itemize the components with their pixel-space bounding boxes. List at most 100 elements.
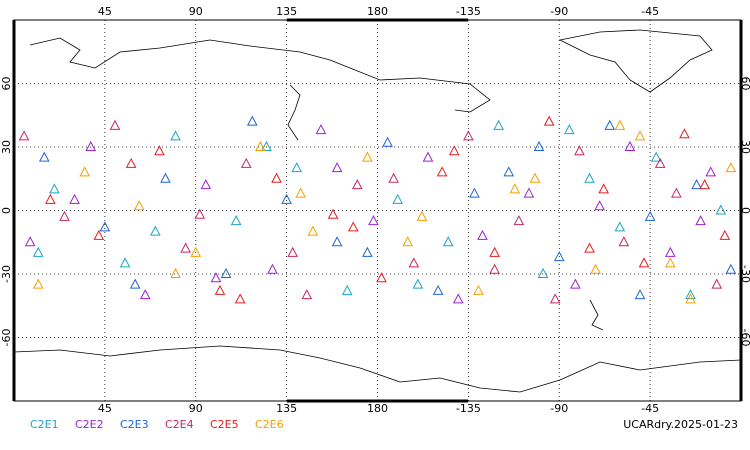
observation-marker xyxy=(650,151,662,162)
observation-marker xyxy=(69,193,80,204)
observations xyxy=(18,115,737,304)
coastline xyxy=(287,84,301,141)
x-tick-label: 135 xyxy=(276,5,297,18)
observation-marker xyxy=(564,123,575,135)
observation-marker xyxy=(664,246,676,257)
observation-marker xyxy=(671,187,682,198)
observation-marker xyxy=(307,225,319,236)
legend-entry: C2E2 xyxy=(75,418,104,431)
x-tick-label: -45 xyxy=(641,5,659,18)
legend-entry: C2E4 xyxy=(165,418,194,431)
x-tick-label: 180 xyxy=(367,5,388,18)
observation-marker xyxy=(331,236,343,247)
observation-marker xyxy=(351,179,363,190)
observation-marker xyxy=(230,215,242,226)
observation-marker xyxy=(638,257,650,268)
coastline xyxy=(13,345,742,393)
observation-marker xyxy=(725,162,737,173)
coastline xyxy=(589,299,604,331)
y-tick-label: 0 xyxy=(739,207,750,214)
x-tick-label: -45 xyxy=(641,402,659,415)
observation-marker xyxy=(452,293,464,304)
observation-marker xyxy=(341,284,353,295)
observation-marker xyxy=(570,278,581,289)
observation-marker xyxy=(503,166,515,177)
observation-marker xyxy=(109,119,121,130)
observation-marker xyxy=(301,289,313,300)
x-tick-label: 90 xyxy=(189,402,203,415)
observation-marker xyxy=(246,115,258,126)
y-tick-label: 30 xyxy=(739,140,750,154)
y-tick-label: 0 xyxy=(0,207,13,214)
observation-marker xyxy=(18,130,30,141)
observation-marker xyxy=(271,172,282,183)
observation-marker xyxy=(436,166,448,177)
observation-marker xyxy=(469,187,480,198)
observation-marker xyxy=(513,215,525,226)
observation-marker xyxy=(368,215,379,226)
legend-entry: C2E5 xyxy=(210,418,239,431)
observation-marker xyxy=(382,136,393,147)
observation-marker xyxy=(695,215,706,226)
observation-marker xyxy=(509,183,521,194)
observation-marker xyxy=(598,183,610,194)
observation-marker xyxy=(287,246,299,257)
observation-marker xyxy=(214,284,226,295)
observation-marker xyxy=(362,151,373,162)
x-tick-label: 180 xyxy=(367,402,388,415)
observation-marker xyxy=(624,140,636,151)
observation-marker xyxy=(119,257,131,268)
observation-marker xyxy=(715,204,727,215)
observation-marker xyxy=(125,157,137,168)
observation-marker xyxy=(85,140,97,151)
observation-marker xyxy=(49,183,60,194)
observation-marker xyxy=(549,293,561,304)
observation-marker xyxy=(523,187,535,198)
x-tick-label: -90 xyxy=(550,5,568,18)
observation-marker xyxy=(477,229,488,240)
observation-marker xyxy=(24,236,36,247)
observation-marker xyxy=(200,179,212,190)
observation-marker xyxy=(376,272,387,283)
observation-marker xyxy=(59,210,70,221)
observation-marker xyxy=(180,242,191,253)
y-tick-label: -30 xyxy=(739,265,750,283)
observation-marker xyxy=(442,236,454,247)
legend: C2E1 C2E2 C2E3 C2E4 C2E5 C2E6 xyxy=(30,418,284,431)
observation-marker xyxy=(38,151,50,162)
observation-marker xyxy=(347,221,359,232)
observation-marker xyxy=(529,172,541,183)
observation-marker xyxy=(129,278,141,289)
observation-marker xyxy=(416,210,428,221)
observation-marker xyxy=(392,193,404,204)
observation-marker xyxy=(194,208,206,219)
observation-marker xyxy=(691,179,702,190)
observation-marker xyxy=(261,140,272,151)
observation-marker xyxy=(32,278,44,289)
x-tick-label: 90 xyxy=(189,5,203,18)
observation-marker xyxy=(553,250,565,262)
observation-marker xyxy=(79,166,91,177)
x-tick-label: -135 xyxy=(456,402,481,415)
observation-marker xyxy=(408,257,420,268)
observation-marker xyxy=(170,130,181,141)
observation-marker xyxy=(432,284,444,295)
observation-marker xyxy=(402,236,414,247)
observation-marker xyxy=(448,145,460,156)
observation-marker xyxy=(154,145,165,156)
coastlines xyxy=(13,29,742,393)
y-tick-label: -60 xyxy=(739,329,750,347)
observation-marker xyxy=(388,172,399,183)
observation-marker xyxy=(362,246,373,257)
observation-marker xyxy=(664,257,676,268)
observation-marker xyxy=(45,193,56,204)
x-tick-label: 45 xyxy=(98,5,112,18)
y-tick-label: -60 xyxy=(0,329,13,347)
observation-marker xyxy=(331,162,343,173)
y-tick-label: -30 xyxy=(0,265,13,283)
coastline xyxy=(29,37,491,113)
observation-marker xyxy=(634,130,646,141)
observation-marker xyxy=(679,128,690,139)
observation-marker xyxy=(699,179,710,190)
